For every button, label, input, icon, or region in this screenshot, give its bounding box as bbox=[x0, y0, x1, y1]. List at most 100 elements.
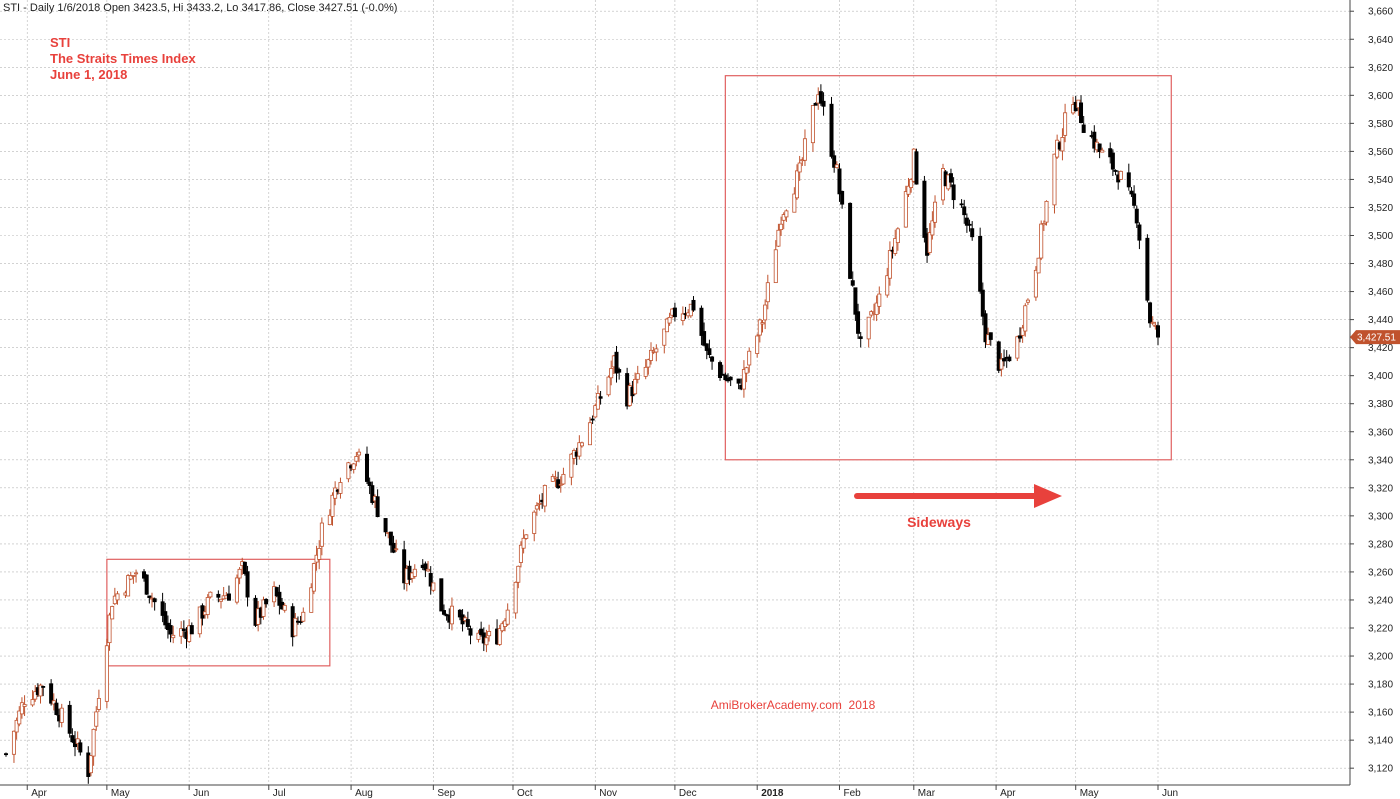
candle-down bbox=[959, 203, 964, 206]
candle-down bbox=[4, 753, 9, 756]
candle-up bbox=[532, 511, 537, 534]
candle-down bbox=[367, 481, 372, 486]
y-tick-label: 3,580 bbox=[1368, 119, 1393, 130]
x-tick-label: Aug bbox=[355, 788, 373, 799]
candle-up bbox=[1039, 223, 1044, 259]
candle-down bbox=[1097, 143, 1102, 153]
y-tick-label: 3,180 bbox=[1368, 680, 1393, 691]
sideways-label: Sideways bbox=[907, 514, 971, 530]
candle-down bbox=[388, 531, 393, 546]
candle-up bbox=[234, 577, 239, 603]
candle-up bbox=[126, 575, 131, 597]
candle-down bbox=[914, 151, 919, 185]
x-tick-label: Feb bbox=[843, 788, 861, 799]
candle-up bbox=[497, 628, 502, 645]
candle-up bbox=[903, 191, 908, 228]
candle-up bbox=[1033, 269, 1038, 298]
candle-up bbox=[561, 473, 566, 485]
candle-down bbox=[423, 563, 428, 571]
candle-up bbox=[885, 275, 890, 296]
y-tick-label: 3,560 bbox=[1368, 147, 1393, 158]
candle-up bbox=[779, 223, 784, 231]
candle-down bbox=[813, 102, 818, 106]
candle-up bbox=[577, 442, 582, 457]
y-tick-label: 3,440 bbox=[1368, 315, 1393, 326]
candle-up bbox=[330, 494, 335, 517]
candle-down bbox=[848, 202, 853, 279]
x-tick-label: Jul bbox=[273, 788, 286, 799]
candle-up bbox=[17, 710, 22, 725]
candle-down bbox=[226, 593, 231, 601]
y-axis: 3,120 3,140 3,160 3,180 3,200 3,220 3,240 3,260… bbox=[1350, 7, 1393, 775]
candle-down bbox=[707, 348, 712, 356]
x-tick-label: Mar bbox=[918, 788, 936, 799]
candle-down bbox=[54, 702, 59, 715]
y-tick-label: 3,420 bbox=[1368, 343, 1393, 354]
candle-down bbox=[391, 542, 396, 553]
candle-up bbox=[569, 453, 574, 478]
sideways-arrow bbox=[854, 484, 1062, 508]
candle-up bbox=[346, 462, 351, 480]
candle-up bbox=[792, 193, 797, 213]
candle-up bbox=[131, 575, 136, 577]
candle-up bbox=[351, 463, 356, 470]
candle-up bbox=[895, 228, 900, 244]
candle-up bbox=[635, 373, 640, 380]
y-tick-label: 3,160 bbox=[1368, 708, 1393, 719]
candle-down bbox=[1079, 102, 1084, 123]
last-price-label: 3,427.51 bbox=[1357, 333, 1396, 344]
y-tick-label: 3,600 bbox=[1368, 91, 1393, 102]
candle-up bbox=[654, 348, 659, 353]
y-tick-label: 3,340 bbox=[1368, 455, 1393, 466]
candle-up bbox=[338, 482, 343, 494]
candle-down bbox=[1092, 131, 1097, 149]
candle-up bbox=[930, 220, 935, 236]
candle-up bbox=[333, 487, 338, 499]
candle-up bbox=[595, 393, 600, 410]
y-tick-label: 3,240 bbox=[1368, 595, 1393, 606]
candle-down bbox=[840, 190, 845, 205]
candle-up bbox=[205, 597, 210, 615]
candle-up bbox=[1025, 299, 1030, 303]
candle-down bbox=[439, 578, 444, 612]
candle-down bbox=[590, 418, 595, 421]
chart-subtitle: The Straits Times Index bbox=[50, 51, 196, 66]
candle-up bbox=[134, 572, 139, 575]
candle-up bbox=[542, 485, 547, 507]
candle-up bbox=[909, 179, 914, 188]
candle-down bbox=[402, 549, 407, 584]
candle-down bbox=[832, 155, 837, 168]
candle-up bbox=[500, 623, 505, 632]
x-tick-label: Oct bbox=[517, 788, 533, 799]
candle-up bbox=[293, 617, 298, 637]
candle-up bbox=[171, 634, 176, 639]
candle-down bbox=[598, 396, 603, 399]
range-boxes bbox=[106, 75, 1172, 667]
candle-down bbox=[821, 100, 826, 107]
x-tick-label: May bbox=[111, 788, 130, 799]
candle-up bbox=[760, 322, 765, 325]
range-box bbox=[724, 75, 1172, 461]
candle-up bbox=[516, 565, 521, 583]
candle-down bbox=[242, 561, 247, 574]
candle-up bbox=[197, 606, 202, 635]
candle-down bbox=[710, 356, 715, 362]
candle-up bbox=[776, 229, 781, 247]
candle-down bbox=[245, 571, 250, 598]
candle-up bbox=[38, 684, 43, 697]
candle-up bbox=[431, 582, 436, 591]
candle-up bbox=[94, 711, 99, 727]
candle-up bbox=[534, 505, 539, 510]
candle-down bbox=[364, 453, 369, 482]
candle-up bbox=[757, 319, 762, 336]
candle-up bbox=[893, 238, 898, 254]
candle-down bbox=[147, 595, 152, 598]
candle-up bbox=[874, 302, 879, 315]
candle-down bbox=[1148, 302, 1153, 324]
candle-up bbox=[107, 614, 112, 644]
candle-down bbox=[996, 341, 1001, 371]
y-tick-label: 3,460 bbox=[1368, 287, 1393, 298]
candle-down bbox=[723, 374, 728, 381]
candle-up bbox=[208, 591, 213, 598]
watermark: AmiBrokerAcademy.com 2018 bbox=[711, 698, 876, 712]
